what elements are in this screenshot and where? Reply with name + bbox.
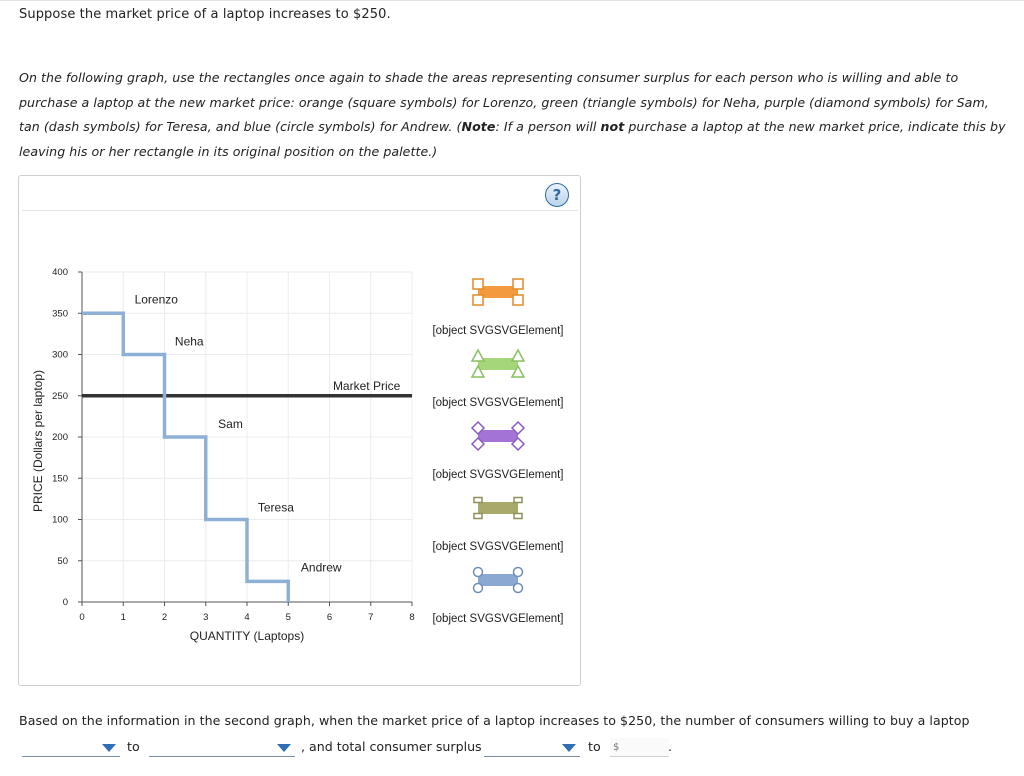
instructions-note: Note — [461, 119, 496, 135]
chevron-down-icon — [562, 744, 576, 752]
y-tick-label: 200 — [52, 432, 68, 443]
handle-square-icon — [512, 294, 524, 306]
surplus-direction-dropdown[interactable] — [484, 738, 580, 757]
palette-rect-neha[interactable] — [470, 348, 526, 378]
shape-bar — [478, 430, 518, 442]
consumers-from-dropdown[interactable] — [22, 738, 120, 757]
instructions-part2: : If a person will — [495, 119, 601, 135]
handle-dash-icon — [513, 496, 523, 504]
handle-triangle-icon — [510, 348, 526, 362]
panel-toolbar-divider — [22, 210, 578, 211]
chevron-down-icon — [277, 744, 291, 752]
palette-label[interactable]: [object SVGSVGElement] — [432, 469, 563, 481]
handle-diamond-icon — [510, 436, 526, 452]
y-tick-label: 250 — [52, 391, 68, 402]
x-tick-label: 4 — [244, 612, 249, 623]
market-price-label: Market Price — [333, 379, 401, 393]
instructions-part3: purchase a laptop at the new market pric… — [19, 119, 1006, 159]
handle-triangle-icon — [470, 348, 486, 362]
demand-step-label: Neha — [175, 334, 204, 348]
y-tick-label: 350 — [52, 308, 68, 319]
demand-step-label: Sam — [218, 417, 243, 431]
handle-square-icon — [512, 278, 524, 290]
handle-diamond-icon — [470, 420, 486, 436]
handle-circle-icon — [472, 582, 484, 594]
palette-label[interactable]: [object SVGSVGElement] — [432, 325, 563, 337]
surplus-amount-input[interactable] — [610, 738, 669, 757]
palette-rect-teresa[interactable] — [473, 496, 523, 520]
handle-triangle-icon — [470, 364, 486, 378]
to-label-1: to — [127, 739, 140, 754]
handle-triangle-icon — [510, 364, 526, 378]
demand-step-label: Teresa — [258, 500, 294, 514]
top-divider — [0, 0, 1024, 1]
handle-dash-icon — [513, 512, 523, 520]
consumers-to-dropdown[interactable] — [149, 738, 295, 757]
palette-label[interactable]: [object SVGSVGElement] — [432, 613, 563, 625]
shape-bar — [478, 574, 518, 586]
handle-dash-icon — [473, 512, 483, 520]
x-tick-label: 6 — [327, 612, 332, 623]
handle-circle-icon — [472, 566, 484, 578]
palette-label[interactable]: [object SVGSVGElement] — [432, 541, 563, 553]
instructions-text: On the following graph, use the rectangl… — [19, 66, 1009, 164]
x-tick-label: 7 — [368, 612, 373, 623]
palette-rect-andrew[interactable] — [472, 566, 524, 594]
instructions-not: not — [600, 119, 625, 135]
demand-curve — [82, 311, 290, 602]
instructions-part1: On the following graph, use the rectangl… — [19, 70, 989, 135]
help-button[interactable]: ? — [545, 183, 569, 207]
x-tick-label: 3 — [203, 612, 208, 623]
palette-rect-sam[interactable] — [470, 420, 526, 452]
period-label: . — [668, 739, 673, 754]
handle-circle-icon — [512, 566, 524, 578]
x-axis-title: QUANTITY (Laptops) — [190, 629, 304, 643]
demand-step-label: Andrew — [301, 560, 342, 574]
y-tick-label: 0 — [63, 597, 68, 608]
x-tick-label: 8 — [409, 612, 414, 623]
consumer-surplus-label: , and total consumer surplus — [301, 739, 482, 754]
y-tick-label: 400 — [52, 267, 68, 278]
handle-diamond-icon — [470, 436, 486, 452]
shape-bar — [478, 502, 518, 514]
y-tick-label: 300 — [52, 350, 68, 361]
x-tick-label: 2 — [162, 612, 167, 623]
shape-bar — [478, 358, 518, 370]
y-tick-label: 100 — [52, 515, 68, 526]
handle-diamond-icon — [510, 420, 526, 436]
y-axis-title: PRICE (Dollars per laptop) — [31, 370, 45, 512]
intro-text: Suppose the market price of a laptop inc… — [19, 7, 391, 22]
palette-label[interactable]: [object SVGSVGElement] — [432, 397, 563, 409]
x-tick-label: 0 — [79, 612, 84, 623]
chevron-down-icon — [102, 744, 116, 752]
handle-dash-icon — [473, 496, 483, 504]
demand-step-label: Lorenzo — [135, 292, 179, 306]
y-tick-label: 150 — [52, 473, 68, 484]
x-tick-label: 1 — [121, 612, 126, 623]
handle-circle-icon — [512, 582, 524, 594]
y-tick-label: 50 — [57, 556, 68, 567]
handle-square-icon — [472, 278, 484, 290]
palette-rect-lorenzo[interactable] — [472, 278, 524, 306]
shape-bar — [478, 286, 518, 298]
x-tick-label: 5 — [286, 612, 291, 623]
handle-square-icon — [472, 294, 484, 306]
to-label-2: to — [588, 739, 601, 754]
question-text: Based on the information in the second g… — [19, 713, 970, 728]
